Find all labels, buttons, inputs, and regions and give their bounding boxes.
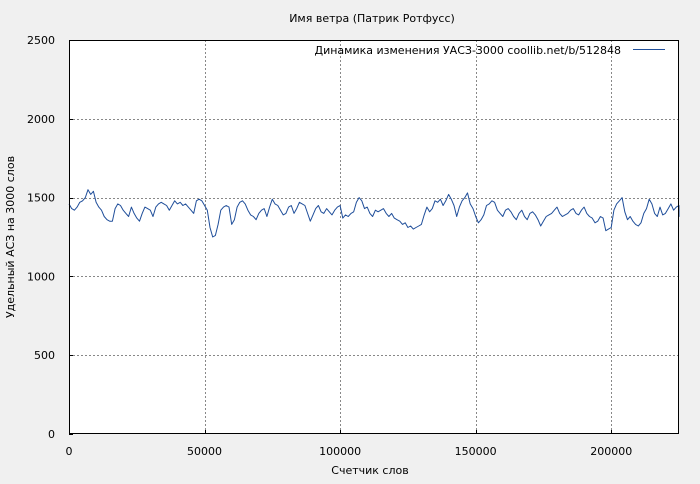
legend-label: Динамика изменения УАСЗ-3000 coollib.net… <box>315 44 622 57</box>
ticks: 0 50000 100000 150000 200000 0 500 1000 1500 2000… <box>27 34 632 458</box>
plot-area <box>69 40 679 434</box>
y-tick-label: 1000 <box>27 270 55 283</box>
x-tick-label: 200000 <box>590 445 632 458</box>
series-layer <box>68 189 680 238</box>
x-axis-title: Счетчик слов <box>331 464 408 477</box>
grid <box>69 40 679 434</box>
x-tick-label: 150000 <box>455 445 497 458</box>
y-tick-label: 1500 <box>27 192 55 205</box>
x-tick-label: 0 <box>66 445 73 458</box>
y-tick-label: 500 <box>34 349 55 362</box>
x-tick-label: 50000 <box>187 445 222 458</box>
y-axis-title: Удельный АСЗ на 3000 слов <box>4 156 17 318</box>
x-tick-label: 100000 <box>319 445 361 458</box>
chart-title: Имя ветра (Патрик Ротфусс) <box>289 12 455 25</box>
legend: Динамика изменения УАСЗ-3000 coollib.net… <box>315 44 665 57</box>
series-line-0 <box>68 189 680 238</box>
plot-frame <box>69 40 679 434</box>
y-tick-label: 0 <box>48 428 55 441</box>
y-tick-label: 2500 <box>27 34 55 47</box>
y-tick-label: 2000 <box>27 113 55 126</box>
